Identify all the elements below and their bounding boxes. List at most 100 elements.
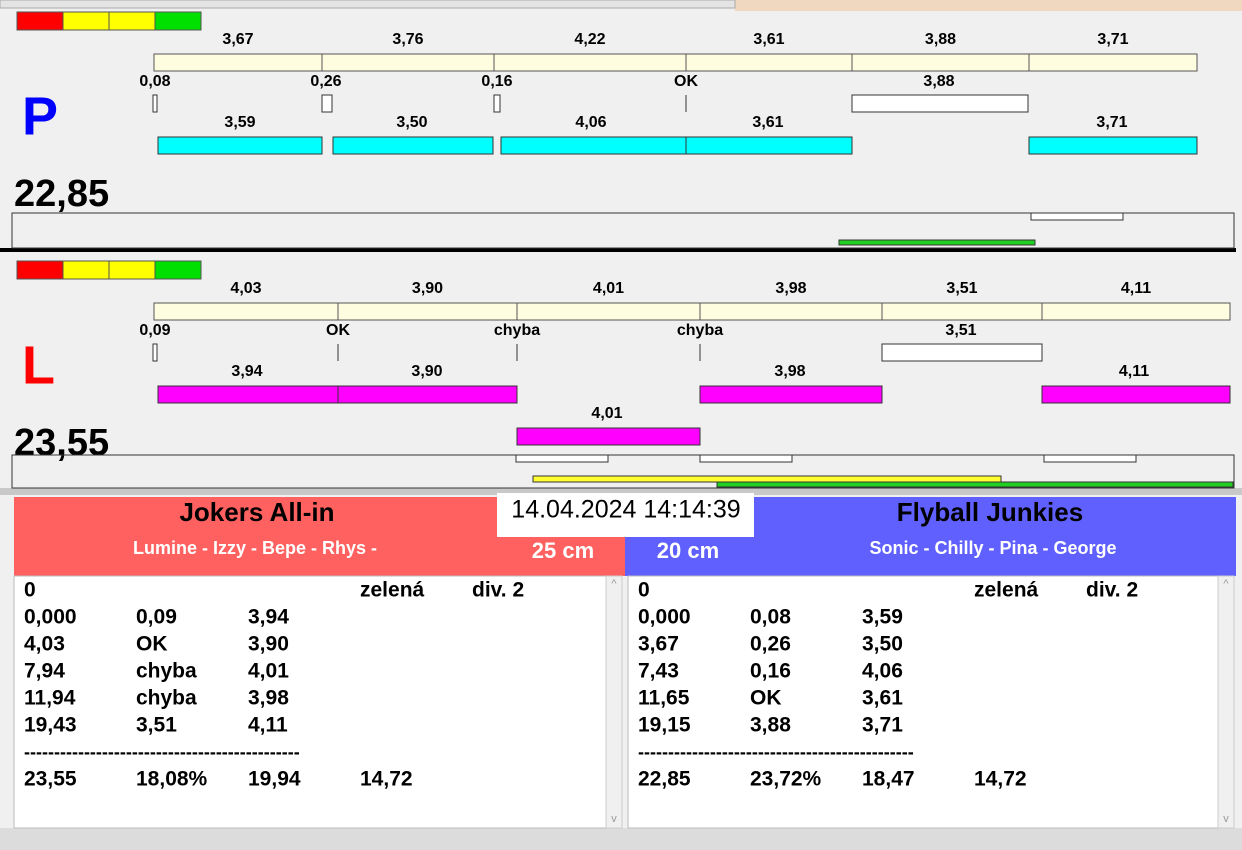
dog-bar: [699, 385, 883, 404]
split-bar: [1041, 302, 1231, 321]
timeline: [11, 212, 1235, 249]
dog-bar: [1028, 136, 1198, 155]
status-light: [16, 11, 64, 31]
team-name: Flyball Junkies: [897, 497, 1083, 527]
split-bar: [321, 53, 495, 72]
pass-box: [493, 94, 501, 113]
dog-bar: [685, 136, 853, 155]
split-label: 3,90: [412, 280, 443, 297]
split-label: 3,67: [222, 31, 253, 48]
result-cell: 7,43: [638, 660, 679, 683]
result-cell: OK: [750, 687, 782, 710]
split-label: 3,88: [925, 31, 956, 48]
timeline-box: [699, 454, 793, 463]
split-label: 3,76: [392, 31, 423, 48]
lane-letter: P: [22, 86, 58, 146]
split-bar: [685, 53, 853, 72]
separator: ----------------------------------------…: [24, 742, 300, 762]
scroll-down: v: [611, 813, 617, 825]
lane-letter: L: [22, 335, 55, 395]
result-cell: 3,59: [862, 606, 903, 629]
total-cell: 23,72%: [750, 768, 822, 791]
split-bar: [153, 302, 339, 321]
timeline-box: [1043, 454, 1137, 463]
header-cell: 0: [24, 579, 36, 602]
status-light: [108, 11, 156, 31]
dog-label: 3,94: [231, 363, 262, 380]
status-light: [108, 260, 156, 280]
pass-label: chyba: [494, 322, 540, 339]
total-cell: 18,08%: [136, 768, 208, 791]
status-light: [62, 260, 110, 280]
pass-label: 0,26: [310, 73, 341, 90]
pass-box: [152, 343, 158, 362]
split-label: 4,03: [230, 280, 261, 297]
timeline-green: [716, 481, 1234, 488]
results-panel: [627, 575, 1219, 829]
split-label: 3,51: [946, 280, 977, 297]
dog-bar: [157, 385, 339, 404]
split-label: 4,22: [574, 31, 605, 48]
pass-label: OK: [674, 73, 698, 90]
total-cell: 14,72: [974, 768, 1027, 791]
status-light: [16, 260, 64, 280]
result-cell: 7,94: [24, 660, 65, 683]
result-cell: 3,61: [862, 687, 903, 710]
result-cell: 11,94: [24, 687, 76, 710]
status-light: [62, 11, 110, 31]
separator: ----------------------------------------…: [638, 742, 914, 762]
result-cell: 3,67: [638, 633, 679, 656]
split-label: 3,71: [1097, 31, 1128, 48]
total-cell: 23,55: [24, 768, 77, 791]
pass-box: [881, 343, 1043, 362]
total-cell: 22,85: [638, 768, 691, 791]
result-cell: 0,26: [750, 633, 791, 656]
result-cell: 3,94: [248, 606, 289, 629]
datetime-box: [497, 493, 754, 537]
tab-strip: [0, 0, 736, 9]
lane-total: 23,55: [14, 422, 109, 464]
result-cell: 0,09: [136, 606, 177, 629]
result-cell: 0,08: [750, 606, 791, 629]
split-label: 4,01: [593, 280, 624, 297]
dog-label: 3,61: [752, 114, 783, 131]
lane-total: 22,85: [14, 173, 109, 215]
split-bar: [851, 53, 1030, 72]
result-cell: 11,65: [638, 687, 690, 710]
result-cell: 3,50: [862, 633, 903, 656]
dog-label: 3,59: [224, 114, 255, 131]
split-bar: [699, 302, 883, 321]
result-cell: 4,03: [24, 633, 65, 656]
result-cell: 19,43: [24, 714, 77, 737]
split-label: 4,11: [1121, 280, 1151, 297]
result-cell: 0,16: [750, 660, 791, 683]
timeline-yellow: [532, 475, 1002, 483]
panel-divider: [0, 488, 1242, 495]
dog-label: 3,90: [411, 363, 442, 380]
result-cell: chyba: [136, 687, 197, 710]
team-height: 20 cm: [657, 538, 719, 563]
dog-bar: [500, 136, 687, 155]
pass-box: [152, 94, 158, 113]
timeline-box: [515, 454, 609, 463]
split-bar: [516, 302, 701, 321]
pass-label: 0,08: [139, 73, 170, 90]
pass-label: 3,51: [945, 322, 976, 339]
datetime: 14.04.2024 14:14:39: [511, 496, 740, 524]
team-members: Sonic - Chilly - Pina - George: [869, 538, 1116, 558]
timeline-box: [1030, 212, 1124, 221]
split-bar: [153, 53, 323, 72]
scroll-down: v: [1223, 813, 1229, 825]
result-cell: 3,98: [248, 687, 289, 710]
header-cell: zelená: [974, 579, 1039, 602]
dog-label: 3,71: [1096, 114, 1127, 131]
timeline: [11, 454, 1235, 489]
split-bar: [337, 302, 518, 321]
scroll-up: ^: [1223, 578, 1229, 590]
rerun-bar: [516, 427, 701, 446]
pass-label: chyba: [677, 322, 723, 339]
results-panel: [13, 575, 607, 829]
result-cell: 4,11: [248, 714, 288, 737]
dog-label: 3,50: [396, 114, 427, 131]
